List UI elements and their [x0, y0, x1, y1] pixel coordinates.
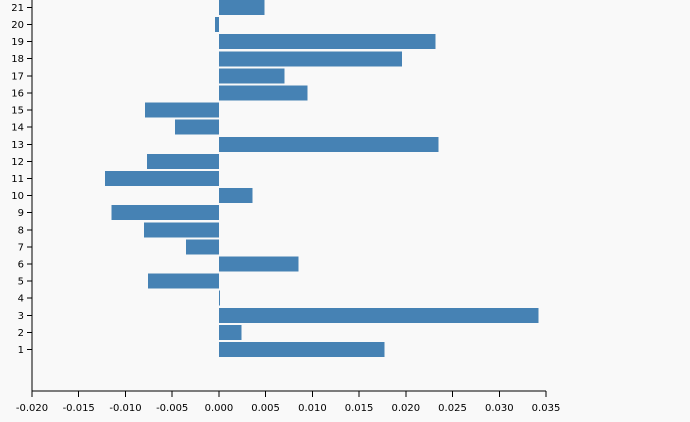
y-tick-label-15: 15 [11, 106, 24, 117]
bar-10 [218, 188, 253, 204]
bar-12 [146, 153, 219, 169]
x-tick-label-11: 0.035 [532, 403, 561, 414]
y-tick-label-9: 9 [18, 208, 24, 219]
x-tick-label-4: 0.000 [205, 403, 234, 414]
bar-17 [218, 68, 285, 84]
bar-11 [104, 170, 219, 186]
y-tick-label-6: 6 [18, 259, 24, 270]
bar-15 [145, 102, 219, 118]
y-tick-label-18: 18 [11, 54, 24, 65]
bar-7 [186, 239, 219, 255]
x-tick-label-0: -0.020 [16, 403, 48, 414]
bar-4 [218, 290, 220, 306]
x-tick-label-1: -0.015 [63, 403, 95, 414]
x-tick-label-3: -0.005 [156, 403, 188, 414]
bar-19 [218, 34, 436, 50]
bar-1 [218, 341, 385, 357]
y-tick-label-1: 1 [18, 345, 24, 356]
bar-9 [111, 205, 219, 221]
y-tick-label-14: 14 [11, 123, 24, 134]
y-tick-label-4: 4 [18, 294, 24, 305]
bar-14 [174, 119, 219, 135]
bar-18 [218, 51, 403, 67]
x-tick-label-6: 0.010 [298, 403, 327, 414]
y-tick-label-8: 8 [18, 225, 24, 236]
y-tick-label-5: 5 [18, 277, 24, 288]
y-tick-label-13: 13 [11, 140, 24, 151]
x-tick-label-5: 0.005 [251, 403, 280, 414]
bar-3 [218, 307, 539, 323]
y-tick-label-11: 11 [11, 174, 24, 185]
bar-13 [218, 136, 439, 152]
y-tick-label-16: 16 [11, 88, 24, 99]
y-tick-label-20: 20 [11, 20, 24, 31]
bar-20 [215, 17, 219, 33]
bar-2 [218, 324, 242, 340]
y-tick-label-17: 17 [11, 71, 24, 82]
y-tick-label-12: 12 [11, 157, 24, 168]
x-tick-label-8: 0.020 [391, 403, 420, 414]
x-tick-label-7: 0.015 [345, 403, 374, 414]
bar-5 [147, 273, 219, 289]
y-tick-label-3: 3 [18, 311, 24, 322]
bar-21 [218, 0, 265, 15]
bar-8 [144, 222, 219, 238]
y-tick-label-7: 7 [18, 242, 24, 253]
y-tick-label-2: 2 [18, 328, 24, 339]
x-tick-label-2: -0.010 [109, 403, 141, 414]
x-tick-label-10: 0.030 [485, 403, 514, 414]
bars-group [104, 0, 539, 357]
bar-16 [218, 85, 308, 101]
bar-6 [218, 256, 299, 272]
x-axis: -0.020 -0.015 -0.010 -0.005 0.000 0.005 0.010 0… [16, 390, 561, 414]
y-tick-label-10: 10 [11, 191, 24, 202]
x-tick-label-9: 0.025 [438, 403, 467, 414]
y-tick-label-19: 19 [11, 37, 24, 48]
y-tick-label-21: 21 [11, 3, 24, 14]
